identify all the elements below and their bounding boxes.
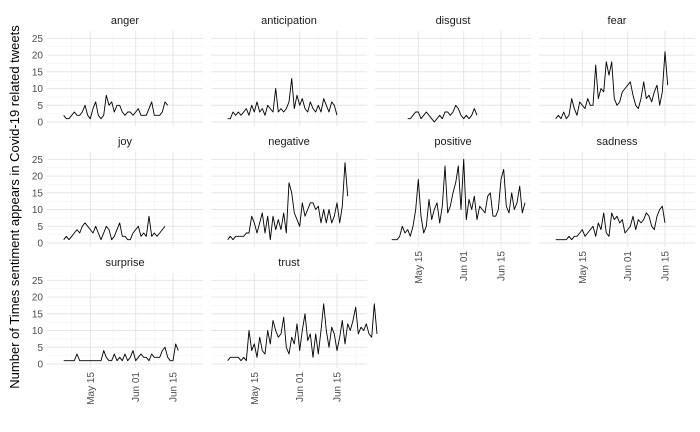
series-line-negative [227,162,349,241]
y-axis-title: Number of Times sentiment appears in Cov… [7,25,22,389]
series-line-trust [227,303,378,362]
x-tick-label: Jun 01 [131,372,142,402]
y-tick-label: 10 [32,326,44,337]
facet-panel-sadness: sadness May 15 Jun 01 Jun 15 [539,136,695,284]
x-tick-label: Jun 15 [497,251,508,281]
facet-title: negative [268,136,310,148]
y-tick-label: 25 [32,34,44,45]
facet-panel-joy: joy 0 5 10 15 20 25 [32,136,203,250]
series-line-disgust [407,104,478,123]
y-tick-label: 0 [37,118,43,129]
y-axis-title-group: Number of Times sentiment appears in Cov… [7,25,22,389]
facet-title: positive [434,136,471,148]
y-tick-label: 0 [37,360,43,371]
x-tick-label: Jun 01 [459,251,470,281]
x-tick-label: Jun 01 [623,251,634,281]
facet-title: surprise [105,257,144,269]
series-line-anger [63,94,169,120]
x-tick-label: Jun 01 [295,372,306,402]
series-line-joy [63,215,166,241]
facet-panel-anger: anger 0 5 10 15 20 25 [32,15,203,129]
y-tick-label: 5 [37,222,43,233]
facet-title: anticipation [261,15,317,27]
x-tick-label: May 15 [86,372,97,405]
facet-panel-fear: fear [539,15,695,126]
x-tick-label: May 15 [250,372,261,405]
y-tick-label: 10 [32,84,44,95]
facet-panel-negative: negative [211,136,367,247]
series-line-fear [555,51,669,120]
y-tick-label: 15 [32,188,44,199]
y-tick-label: 20 [32,51,44,62]
series-line-sadness [555,205,666,241]
facet-panel-disgust: disgust [375,15,531,126]
facet-panel-surprise: surprise 0 5 10 15 20 25 May 15 Jun 01 Jun 15 [32,257,203,405]
y-tick-label: 15 [32,309,44,320]
facet-title: anger [111,15,139,27]
facet-title: disgust [436,15,471,27]
facet-panels: anger 0 5 10 15 20 25 anticipation disgust fear jo… [32,15,695,405]
y-tick-label: 10 [32,205,44,216]
facet-title: sadness [597,136,638,148]
y-tick-label: 15 [32,67,44,78]
facet-panel-anticipation: anticipation [211,15,367,126]
facet-title: fear [608,15,627,27]
y-tick-label: 25 [32,276,44,287]
y-tick-label: 5 [37,343,43,354]
facet-title: joy [117,136,133,148]
y-tick-label: 0 [37,239,43,250]
x-tick-label: Jun 15 [169,372,180,402]
facet-panel-positive: positive May 15 Jun 01 Jun 15 [375,136,531,284]
series-line-surprise [63,343,179,362]
facet-title: trust [278,257,299,269]
y-tick-label: 5 [37,101,43,112]
y-tick-label: 20 [32,293,44,304]
facet-panel-trust: trust May 15 Jun 01 Jun 15 [211,257,378,405]
x-tick-label: May 15 [414,251,425,284]
series-line-anticipation [227,78,338,120]
y-tick-label: 20 [32,172,44,183]
x-tick-label: Jun 15 [333,372,344,402]
x-tick-label: May 15 [578,251,589,284]
y-tick-label: 25 [32,155,44,166]
series-line-positive [391,158,526,241]
x-tick-label: Jun 15 [661,251,672,281]
